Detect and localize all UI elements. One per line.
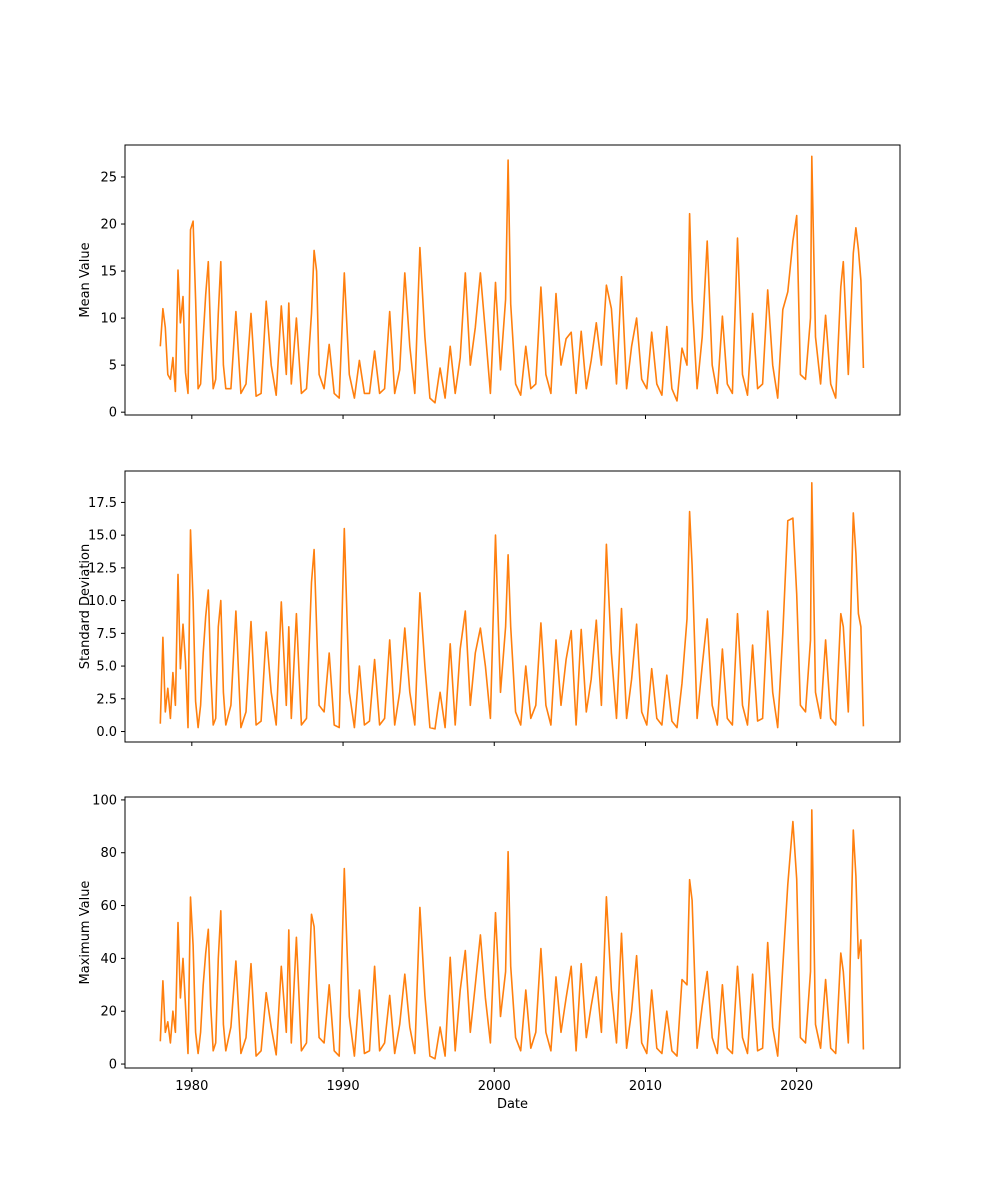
axes-frame [124, 796, 901, 1069]
x-tick-label: 2010 [629, 1079, 662, 1094]
x-axis-label: Date [497, 1097, 528, 1112]
y-tick-label: 5 [109, 359, 117, 374]
y-tick-label: 7.5 [96, 627, 117, 642]
x-tick-label: 2000 [478, 1079, 511, 1094]
subplot-3: 0 20 40 60 80 100 1980 1990 2000 2010 2020 Maximum … [78, 793, 901, 1112]
y-tick-label: 5.0 [96, 660, 117, 675]
x-tick-label: 1990 [327, 1079, 360, 1094]
y-axis-label: Standard Deviation [78, 544, 93, 669]
series-line-1 [159, 481, 865, 730]
y-tick-label: 15 [100, 265, 117, 280]
x-tick-label: 2020 [780, 1079, 813, 1094]
y-tick-label: 25 [100, 170, 117, 185]
y-tick-label: 80 [100, 846, 117, 861]
y-tick-label: 0 [109, 1058, 117, 1073]
axes-frame [124, 144, 901, 416]
y-tick-label: 10 [100, 312, 117, 327]
y-tick-label: 40 [100, 952, 117, 967]
y-tick-label: 17.5 [88, 496, 117, 511]
y-tick-label: 15.0 [88, 529, 117, 544]
subplot-2: 0.0 2.5 5.0 7.5 10.0 12.5 15.0 17.5 Standard Dev… [78, 470, 901, 746]
y-axis-label: Maximum Value [78, 881, 93, 985]
y-tick-label: 0 [109, 406, 117, 421]
y-tick-label: 20 [100, 218, 117, 233]
y-tick-label: 60 [100, 899, 117, 914]
subplot-1: 0 5 10 15 20 25 Mean Value [78, 144, 901, 421]
y-tick-label: 100 [92, 793, 117, 808]
y-axis-label: Mean Value [78, 242, 93, 317]
y-tick-label: 2.5 [96, 692, 117, 707]
y-tick-label: 0.0 [96, 725, 117, 740]
x-tick-label: 1980 [175, 1079, 208, 1094]
subplots-container: 0 5 10 15 20 25 Mean Value 0.0 2.5 5.0 7.5 10.0 12.5… [78, 144, 901, 1112]
series-line-1 [159, 155, 865, 404]
axes-frame [124, 470, 901, 743]
y-tick-label: 12.5 [88, 561, 117, 576]
y-tick-label: 20 [100, 1005, 117, 1020]
y-tick-label: 10.0 [88, 594, 117, 609]
series-line-1 [159, 809, 865, 1060]
